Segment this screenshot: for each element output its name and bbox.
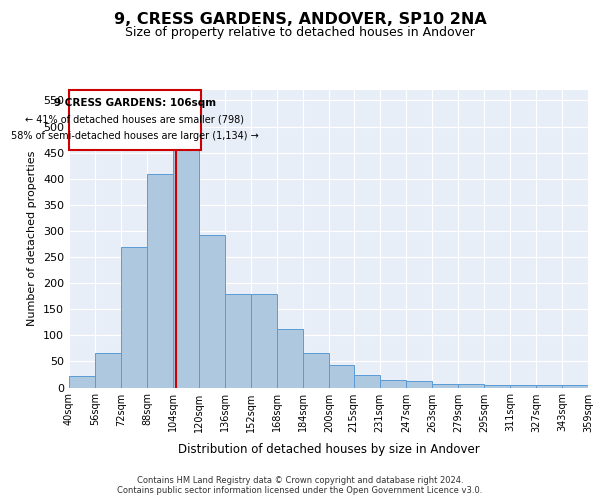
Bar <box>303 353 329 388</box>
Bar <box>277 328 303 388</box>
Bar <box>95 353 121 388</box>
Bar <box>225 294 251 388</box>
Text: ← 41% of detached houses are smaller (798): ← 41% of detached houses are smaller (79… <box>25 115 244 124</box>
Bar <box>484 385 510 388</box>
Bar <box>199 235 225 388</box>
Bar <box>562 385 588 388</box>
Bar <box>329 364 354 388</box>
Bar <box>354 375 380 388</box>
Text: Distribution of detached houses by size in Andover: Distribution of detached houses by size … <box>178 442 479 456</box>
Y-axis label: Number of detached properties: Number of detached properties <box>28 151 37 326</box>
Text: Contains HM Land Registry data © Crown copyright and database right 2024.: Contains HM Land Registry data © Crown c… <box>137 476 463 485</box>
Bar <box>121 246 147 388</box>
Bar <box>147 174 173 388</box>
Bar <box>406 381 432 388</box>
Bar <box>173 150 199 388</box>
Bar <box>380 380 406 388</box>
Bar <box>251 294 277 388</box>
Text: Size of property relative to detached houses in Andover: Size of property relative to detached ho… <box>125 26 475 39</box>
Text: 9, CRESS GARDENS, ANDOVER, SP10 2NA: 9, CRESS GARDENS, ANDOVER, SP10 2NA <box>113 12 487 28</box>
Bar <box>510 385 536 388</box>
Text: Contains public sector information licensed under the Open Government Licence v3: Contains public sector information licen… <box>118 486 482 495</box>
Bar <box>536 385 562 388</box>
FancyBboxPatch shape <box>69 90 201 150</box>
Bar <box>69 376 95 388</box>
Text: 9 CRESS GARDENS: 106sqm: 9 CRESS GARDENS: 106sqm <box>54 98 216 108</box>
Bar <box>432 384 458 388</box>
Bar <box>458 384 484 388</box>
Text: 58% of semi-detached houses are larger (1,134) →: 58% of semi-detached houses are larger (… <box>11 132 259 141</box>
